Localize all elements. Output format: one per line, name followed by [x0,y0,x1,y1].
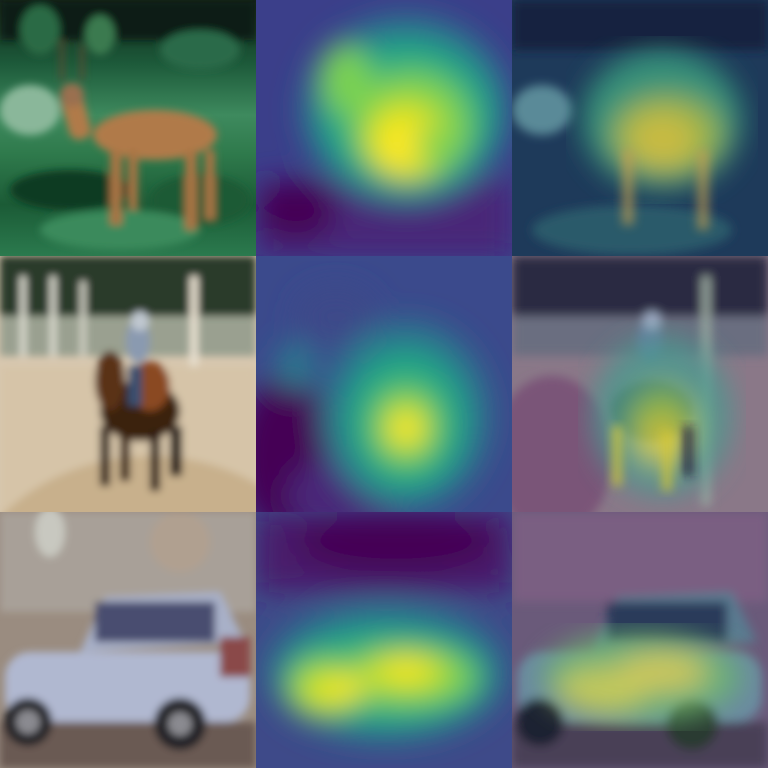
deer-photo-image [0,0,256,256]
horse-rider-heatmap-image [256,256,512,512]
car-overlay-image [512,512,768,768]
horse-rider-overlay [512,256,768,512]
car-heatmap-image [256,512,512,768]
horse-rider-heatmap [256,256,512,512]
horse-rider-photo-image [0,256,256,512]
car-heatmap [256,512,512,768]
car-photo [0,512,256,768]
horse-rider-photo [0,256,256,512]
car-photo-image [0,512,256,768]
horse-rider-overlay-image [512,256,768,512]
deer-heatmap-image [256,0,512,256]
car-overlay [512,512,768,768]
deer-overlay [512,0,768,256]
deer-photo [0,0,256,256]
deer-overlay-image [512,0,768,256]
deer-heatmap [256,0,512,256]
